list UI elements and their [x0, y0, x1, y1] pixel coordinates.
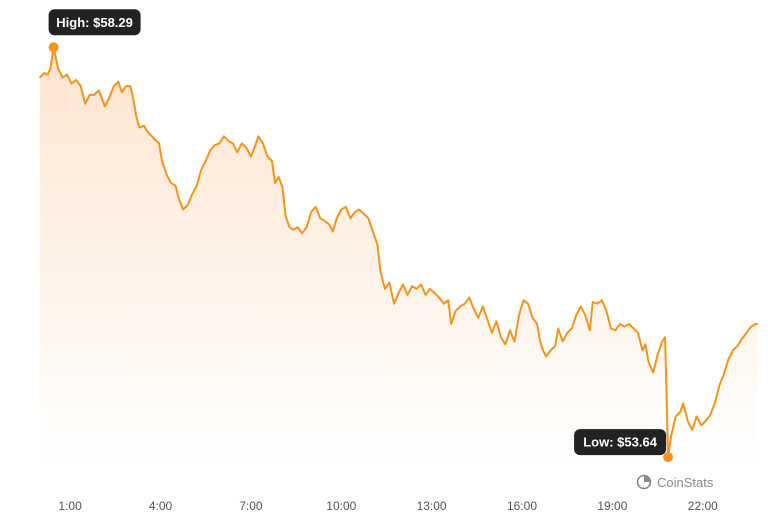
high-callout-box: [48, 9, 141, 36]
low-callout-box: [574, 429, 667, 456]
coinstats-logo-icon: [636, 474, 652, 490]
high-callout: High: $58.29: [48, 9, 141, 36]
price-area-fill: [40, 47, 757, 466]
chart-annotations: High: $58.29 Low: $53.64: [48, 9, 674, 463]
low-point-marker: [663, 452, 674, 463]
x-axis-ticks: 1:00 4:00 7:00 10:00 13:00 16:00 19:00 22:00: [58, 499, 718, 513]
x-tick-label: 4:00: [149, 499, 173, 513]
x-tick-label: 7:00: [239, 499, 263, 513]
price-series-line: [39, 46, 758, 459]
high-callout-label: High: $58.29: [56, 15, 133, 30]
x-tick-label: 16:00: [507, 499, 537, 513]
watermark-text: CoinStats: [657, 474, 714, 490]
x-tick-label: 1:00: [58, 499, 82, 513]
high-point-marker: [48, 42, 59, 53]
x-tick-label: 22:00: [688, 499, 718, 513]
coinstats-watermark: CoinStats: [636, 474, 713, 490]
x-tick-label: 13:00: [417, 499, 447, 513]
x-tick-label: 19:00: [597, 499, 627, 513]
x-tick-label: 10:00: [326, 499, 356, 513]
low-callout: Low: $53.64: [574, 429, 667, 456]
low-callout-label: Low: $53.64: [583, 435, 657, 450]
